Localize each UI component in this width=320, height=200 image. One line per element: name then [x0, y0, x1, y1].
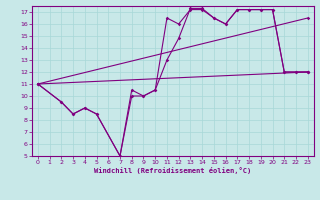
X-axis label: Windchill (Refroidissement éolien,°C): Windchill (Refroidissement éolien,°C)	[94, 167, 252, 174]
